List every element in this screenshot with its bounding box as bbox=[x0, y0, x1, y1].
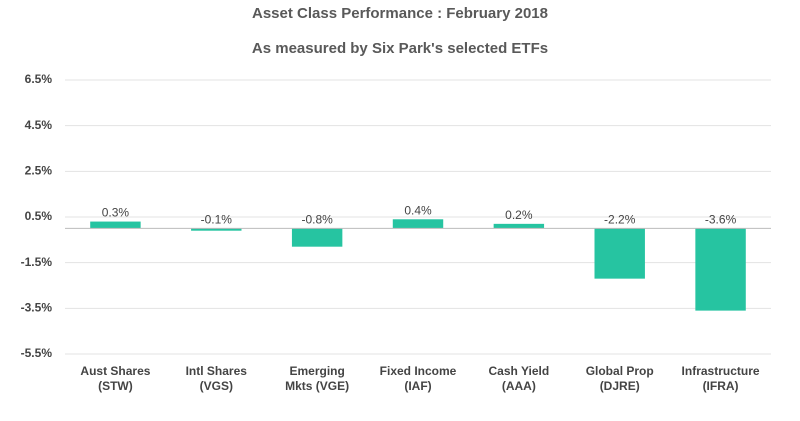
data-label: -2.2% bbox=[604, 213, 636, 227]
y-tick-label: -1.5% bbox=[21, 255, 53, 269]
y-tick-label: 0.5% bbox=[25, 209, 53, 223]
bar bbox=[695, 228, 746, 311]
bar bbox=[191, 228, 242, 231]
data-label: -0.8% bbox=[301, 213, 333, 227]
bar bbox=[291, 228, 343, 247]
y-tick-label: 6.5% bbox=[25, 72, 53, 86]
x-tick-label: Intl Shares (VGS) bbox=[185, 364, 247, 393]
data-label: 0.4% bbox=[404, 203, 432, 217]
x-tick-label: Aust Shares (STW) bbox=[80, 364, 151, 393]
data-label: -3.6% bbox=[705, 213, 737, 227]
bar bbox=[493, 223, 545, 229]
x-tick-label: Infrastructure (IFRA) bbox=[681, 364, 760, 393]
bar bbox=[594, 228, 645, 279]
bar bbox=[392, 219, 444, 229]
y-tick-label: 2.5% bbox=[25, 164, 53, 178]
chart-title: Asset Class Performance : February 2018 bbox=[252, 5, 548, 22]
x-tick-label: Emerging Mkts (VGE) bbox=[285, 364, 350, 393]
data-label: 0.3% bbox=[102, 206, 130, 220]
bar bbox=[90, 221, 141, 229]
y-tick-label: -5.5% bbox=[21, 346, 53, 360]
data-label: 0.2% bbox=[505, 208, 533, 222]
y-tick-label: 4.5% bbox=[25, 118, 53, 132]
x-tick-label: Cash Yield (AAA) bbox=[488, 364, 550, 393]
y-tick-label: -3.5% bbox=[21, 301, 53, 315]
x-tick-label: Global Prop (DJRE) bbox=[585, 364, 654, 393]
x-tick-label: Fixed Income (IAF) bbox=[379, 364, 457, 393]
data-label: -0.1% bbox=[201, 213, 233, 227]
chart-subtitle: As measured by Six Park's selected ETFs bbox=[252, 40, 548, 57]
